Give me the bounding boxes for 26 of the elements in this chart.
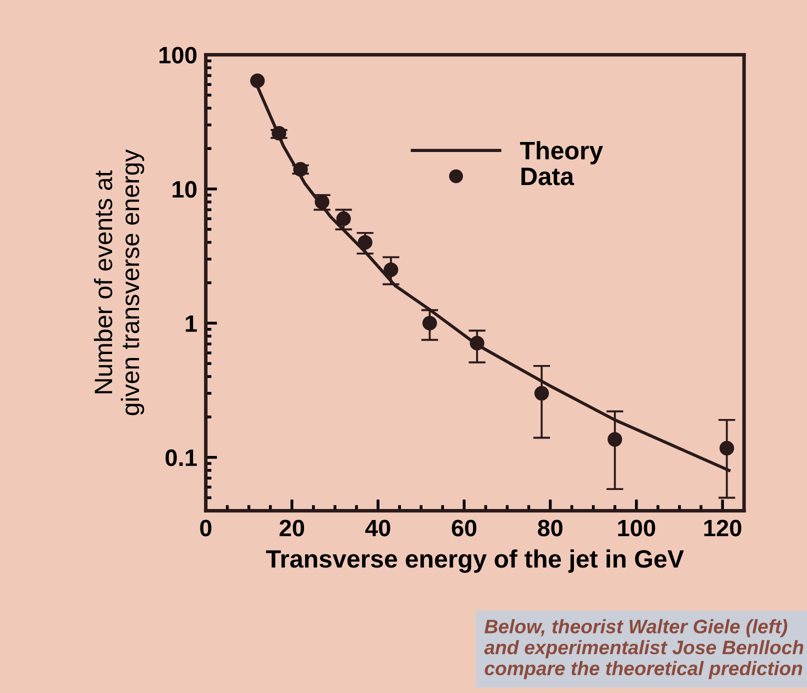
y-tick-label: 100 xyxy=(160,46,196,64)
x-axis-title: Transverse energy of the jet in GeV xyxy=(266,549,684,573)
x-tick-label: 120 xyxy=(704,520,742,536)
point xyxy=(608,432,622,447)
point xyxy=(384,262,398,278)
point xyxy=(534,386,549,401)
point xyxy=(250,73,265,88)
x-tick-label: 100 xyxy=(618,520,656,536)
legend-label: Theory xyxy=(520,141,604,164)
point xyxy=(336,211,351,226)
legend-label: Data xyxy=(521,168,574,186)
x-tick-label: 80 xyxy=(538,520,562,536)
y-tick-label: 1 xyxy=(186,315,197,332)
point xyxy=(272,126,286,141)
x-tick-label: 40 xyxy=(365,520,390,536)
y-tick-label: 10 xyxy=(172,181,196,198)
text: Below, theorist Walter Giele (left) and experimentalist Jose Benlloch compare the theoretical prediction xyxy=(484,619,804,680)
point xyxy=(470,336,484,350)
point xyxy=(720,440,734,456)
y-tick-label: 0.1 xyxy=(166,449,197,466)
point xyxy=(358,235,372,250)
point xyxy=(422,316,437,330)
x-tick-label: 0 xyxy=(200,520,212,536)
x-tick-label: 20 xyxy=(280,520,304,536)
x-tick-label: 60 xyxy=(452,520,476,536)
y-axis-title: Number of events at given transverse energy xyxy=(94,149,144,416)
